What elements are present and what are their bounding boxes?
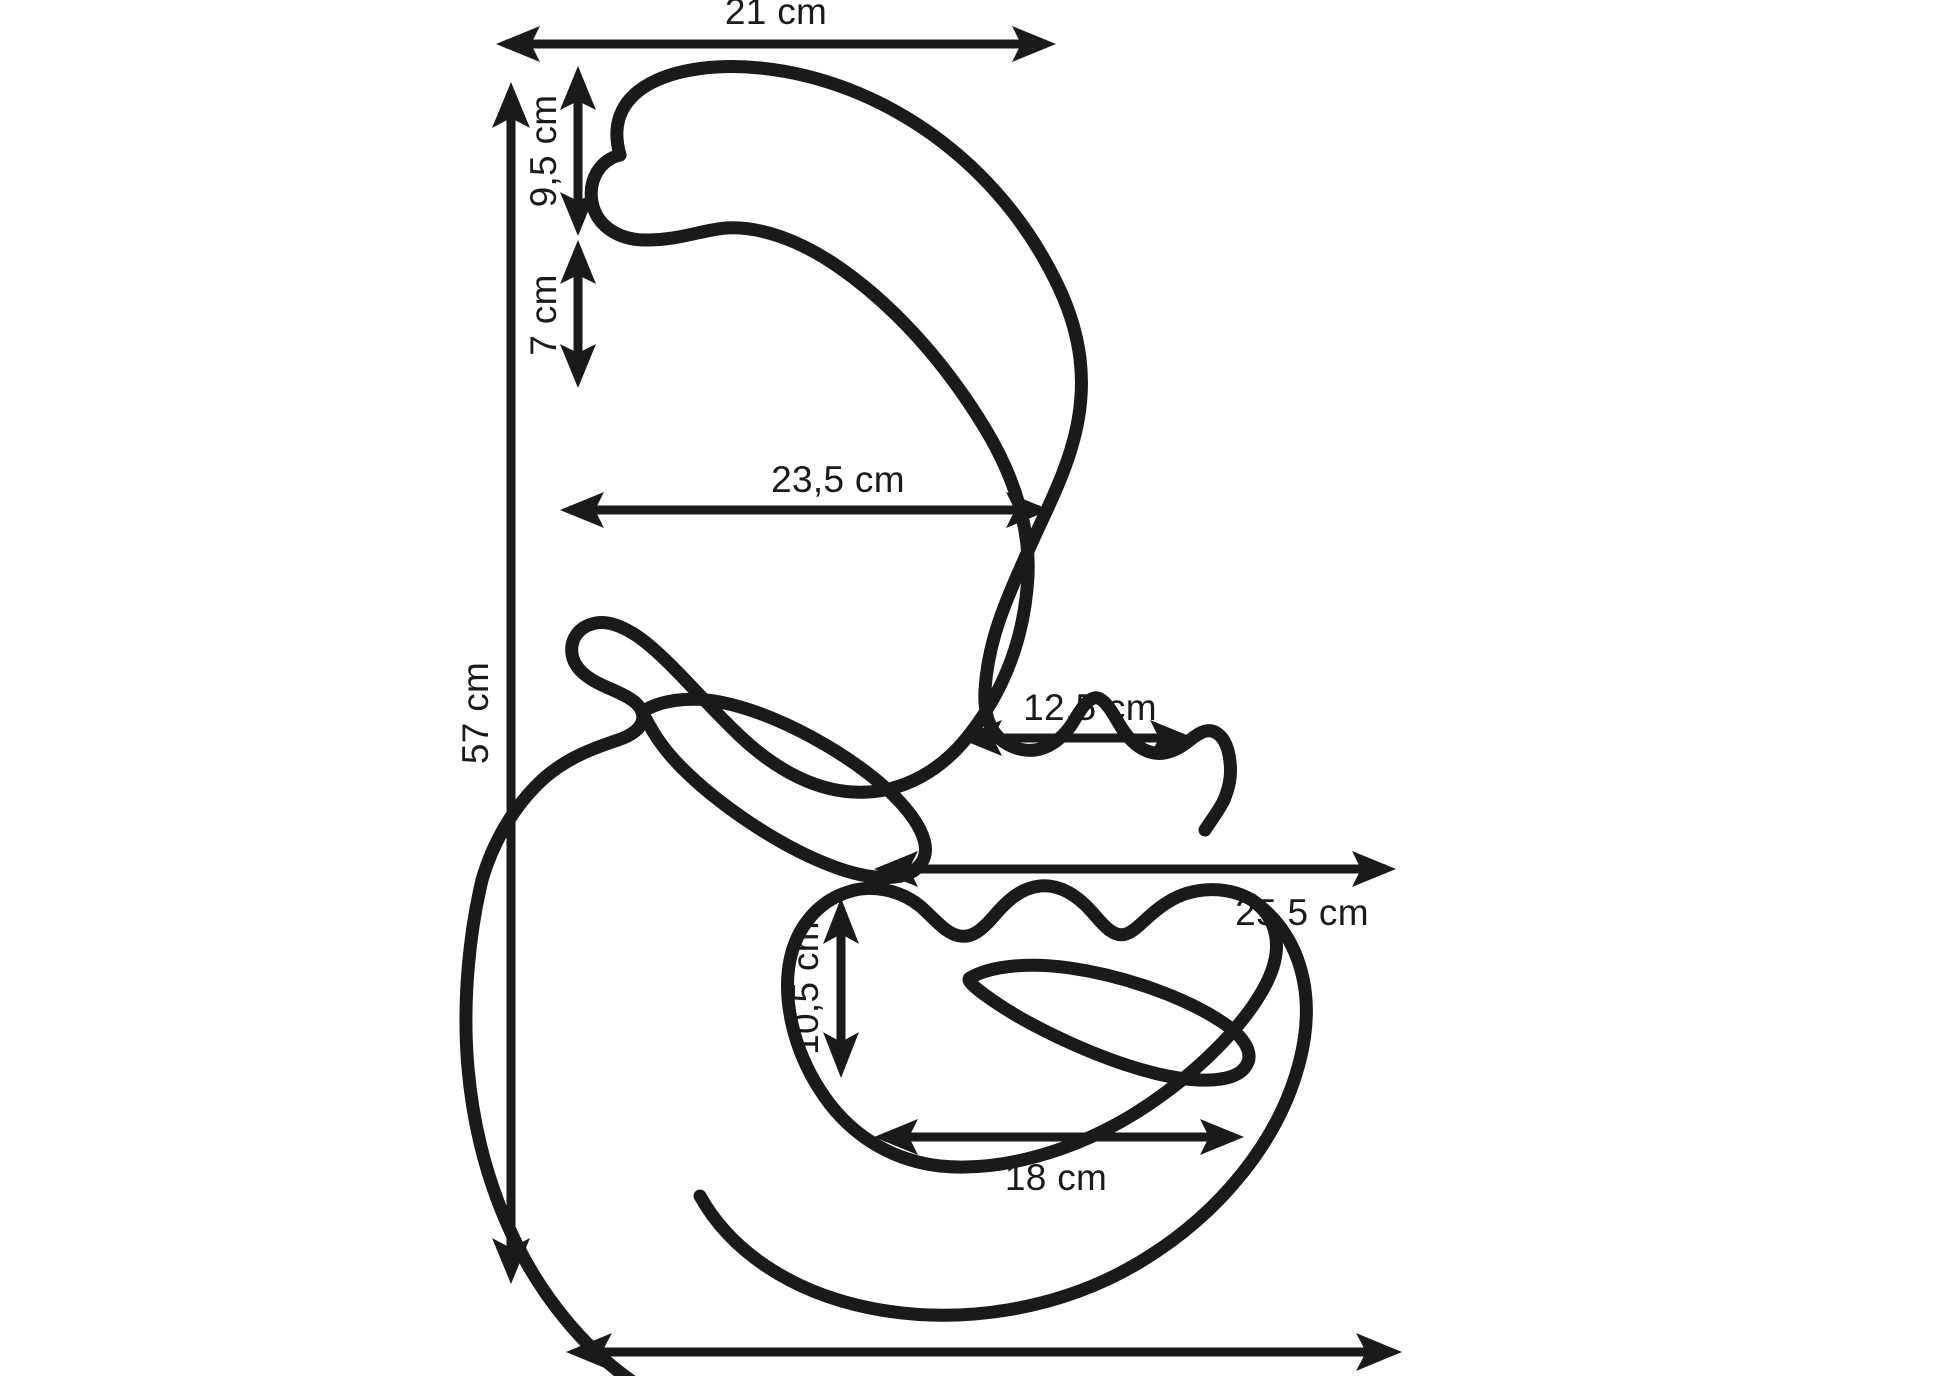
eyebrow-loop-path [475,616,972,887]
dimension-10-5cm: 10,5 cm [785,898,859,1078]
dim-39cm-label: 39 cm [933,1373,1035,1376]
nose-tail-path [1198,793,1231,837]
dim-125cm-arrow-left [958,720,1002,756]
dim-57cm-arrow-bottom [492,1238,530,1284]
dim-21cm-arrow-left [496,26,540,62]
dim-235cm-arrow-right [1006,492,1050,528]
dim-18cm-label: 18 cm [1005,1157,1107,1198]
dim-95cm-arrow-top [560,66,596,110]
dim-255cm-label: 25,5 cm [1235,892,1369,933]
dim-105cm-arrow-top [823,898,859,944]
dimension-12-5cm: 12,5 cm [958,687,1194,756]
face-outline-path [610,60,1237,807]
dimension-9-5cm: 9,5 cm [523,66,596,236]
dim-18cm-arrow-left [874,1119,918,1155]
dim-57cm-label: 57 cm [455,662,496,764]
dim-21cm-label: 21 cm [725,0,827,32]
dim-95cm-arrow-bottom [560,192,596,236]
chin-lower-jaw-path [693,893,1313,1322]
dim-105cm-arrow-bottom [823,1032,859,1078]
eye-shape-path [635,692,932,885]
dim-125cm-label: 12,5 cm [1023,687,1157,728]
dimension-18cm: 18 cm [874,1119,1244,1198]
dimension-23-5cm: 23,5 cm [560,459,1050,528]
dim-7cm-label: 7 cm [523,274,564,355]
dimension-25-5cm: 25,5 cm [874,851,1396,933]
dim-7cm-arrow-top [560,240,596,284]
lips-outer-path [781,879,1283,1174]
dim-95cm-label: 9,5 cm [523,95,564,208]
dimension-39cm: 39 cm [566,1333,1402,1376]
dim-255cm-arrow-left [874,851,918,887]
dimension-7cm: 7 cm [523,240,596,388]
dim-125cm-arrow-right [1150,720,1194,756]
dim-7cm-arrow-bottom [560,344,596,388]
dim-255cm-arrow-right [1352,851,1396,887]
dimension-57cm: 57 cm [455,82,530,1284]
dim-21cm-arrow-right [1012,26,1056,62]
dim-39cm-arrow-right [1356,1333,1402,1371]
dim-39cm-arrow-left [566,1333,612,1371]
dim-235cm-arrow-left [560,492,604,528]
dimension-21cm: 21 cm [496,0,1056,62]
lips-inner-path [962,958,1256,1087]
hair-swirl-inner-path [584,148,1035,747]
dim-18cm-arrow-right [1200,1119,1244,1155]
dim-105cm-label: 10,5 cm [785,921,826,1055]
dim-57cm-arrow-top [492,82,530,128]
dim-235cm-label: 23,5 cm [771,459,905,500]
